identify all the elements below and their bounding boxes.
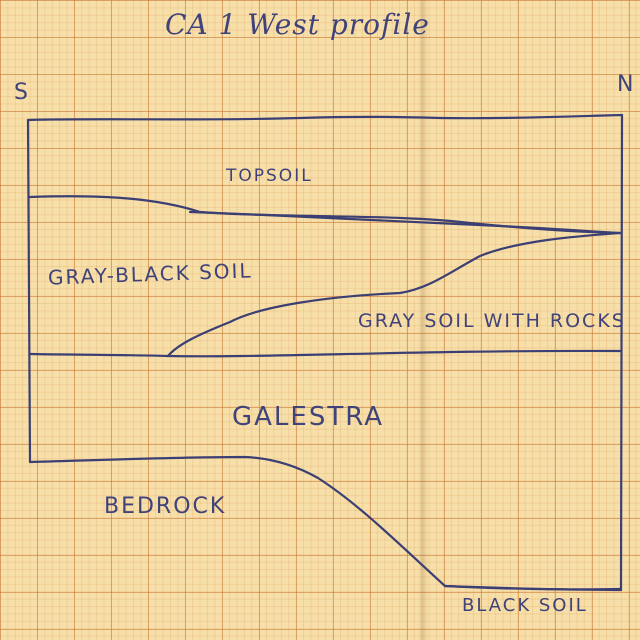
gray-black-soil-lower-branch bbox=[188, 210, 622, 235]
layer-label-bedrock: BEDROCK bbox=[104, 494, 227, 519]
direction-north-label: N bbox=[617, 72, 636, 97]
section-left-edge bbox=[26, 118, 32, 464]
galestra-top-line bbox=[28, 349, 622, 358]
direction-south-label: S bbox=[14, 80, 30, 105]
gray-soil-with-rocks-top-line bbox=[166, 231, 622, 358]
layer-label-black-soil: BLACK SOIL bbox=[462, 595, 588, 616]
layer-label-gray-soil-with-rocks: GRAY SOIL WITH ROCKS bbox=[358, 310, 626, 332]
layer-label-topsoil: TOPSOIL bbox=[226, 166, 313, 186]
section-right-edge bbox=[619, 113, 624, 592]
surface-line bbox=[26, 113, 624, 122]
page-fold bbox=[418, 0, 428, 640]
bedrock-top-line bbox=[28, 455, 623, 591]
profile-title: CA 1 West profile bbox=[165, 8, 430, 41]
black-soil-right-line bbox=[443, 584, 623, 592]
layer-label-galestra: GALESTRA bbox=[232, 402, 385, 432]
